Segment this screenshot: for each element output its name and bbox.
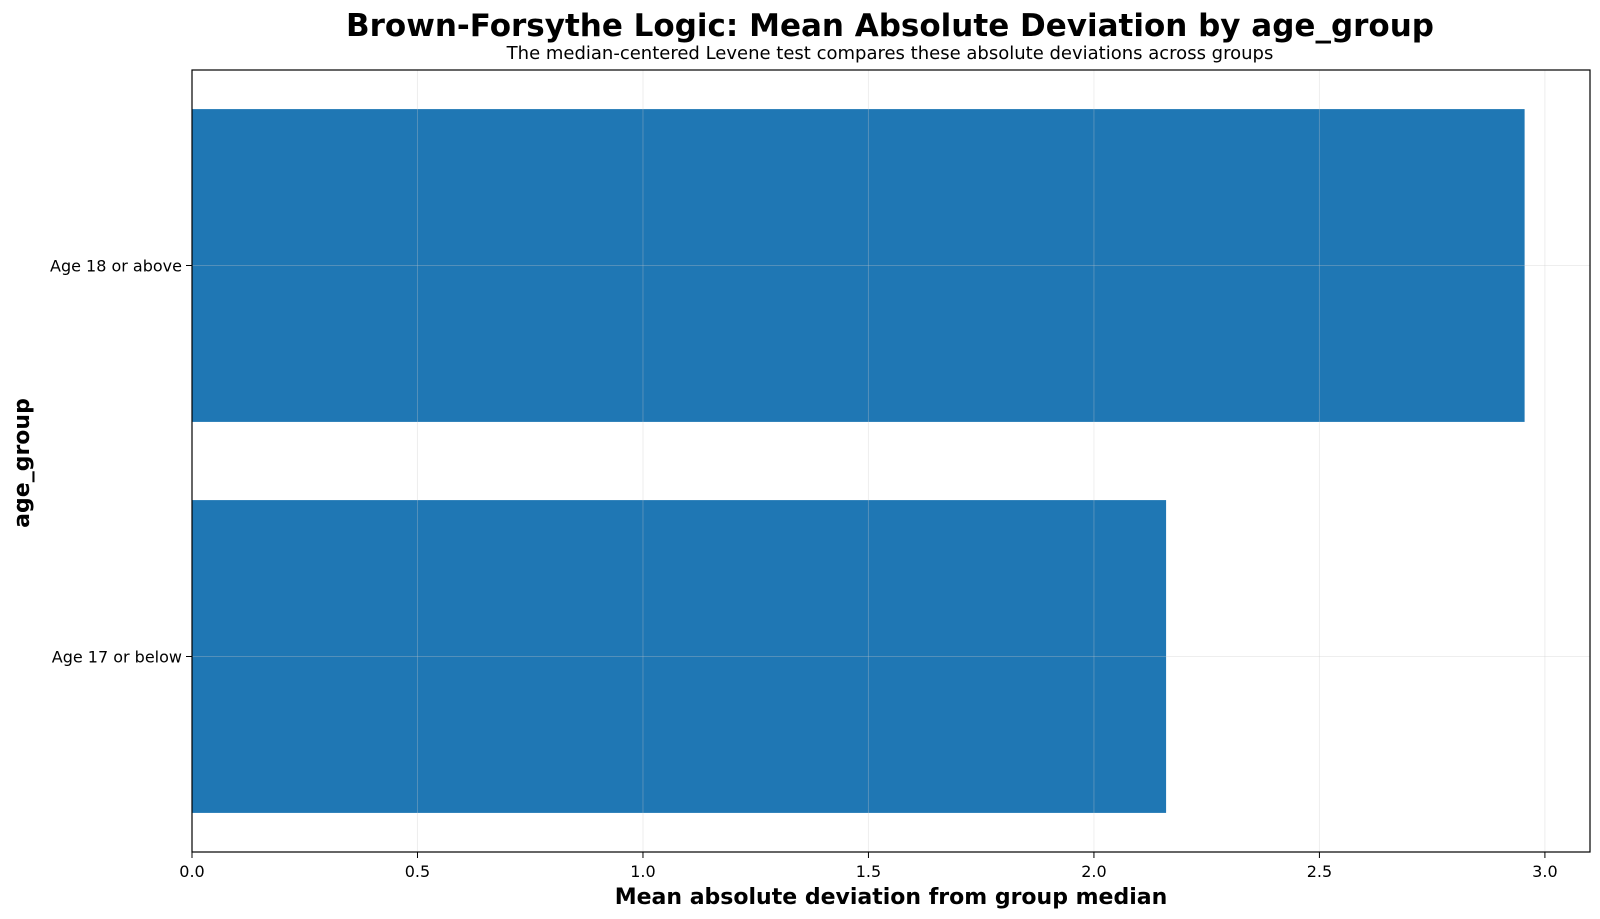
- y-tick-label: Age 18 or above: [50, 257, 182, 276]
- chart-title: Brown-Forsythe Logic: Mean Absolute Devi…: [346, 8, 1434, 44]
- x-tick-label: 1.5: [856, 862, 881, 881]
- chart-subtitle: The median-centered Levene test compares…: [506, 43, 1274, 64]
- x-tick-label: 0.0: [179, 862, 204, 881]
- y-tick-label: Age 17 or below: [52, 648, 182, 667]
- x-tick-label: 3.0: [1532, 862, 1557, 881]
- x-tick-label: 2.0: [1081, 862, 1106, 881]
- bar: [192, 500, 1167, 813]
- x-tick-label: 1.0: [630, 862, 655, 881]
- y-axis-label: age_group: [10, 398, 35, 528]
- x-axis-label: Mean absolute deviation from group media…: [615, 885, 1168, 910]
- tick-layer: 0.0 0.5 1.0 1.5 2.0 2.5 3.0 Age 17 or below Age …: [50, 257, 1558, 882]
- plot-frame: [191, 69, 1591, 853]
- grid-layer: [191, 70, 1590, 852]
- bar: [192, 109, 1525, 422]
- x-tick-label: 0.5: [405, 862, 430, 881]
- bar-layer: [192, 109, 1525, 813]
- x-tick-label: 2.5: [1307, 862, 1332, 881]
